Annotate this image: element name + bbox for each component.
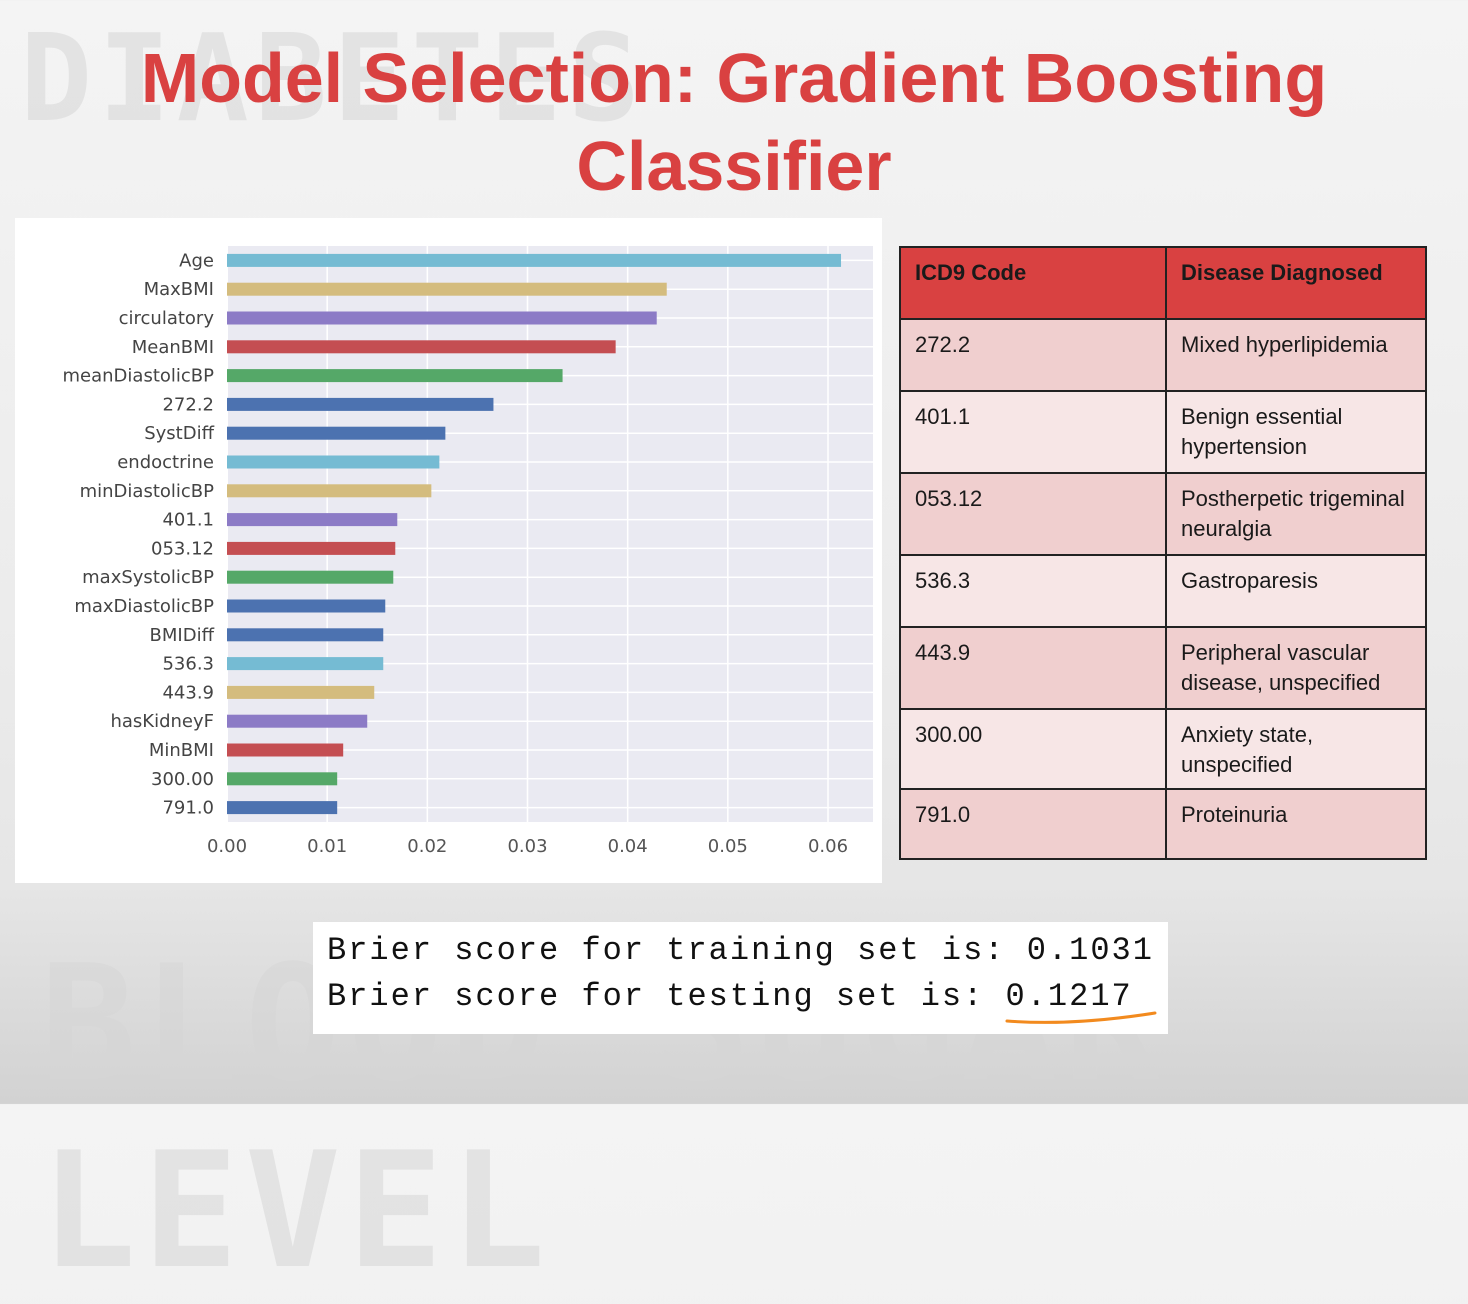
bar-401.1 [227,513,398,527]
bar-maxDiastolicBP [227,599,386,613]
y-tick-label: MeanBMI [132,337,214,358]
table-cell-disease: Benign essential hypertension [1165,390,1427,474]
y-tick-label: 300.00 [151,769,214,790]
bar-443.9 [227,685,375,699]
y-tick-label: BMIDiff [150,625,215,646]
table-row: 401.1 Benign essential hypertension [899,390,1427,474]
brier-score-box: Brier score for training set is: 0.1031 … [313,922,1168,1034]
bar-circulatory [227,311,657,325]
icd9-table: ICD9 Code Disease Diagnosed 272.2 Mixed … [899,246,1427,860]
table-row: 443.9 Peripheral vascular disease, unspe… [899,626,1427,710]
x-tick-label: 0.06 [808,836,848,857]
y-tick-label: 536.3 [162,654,214,675]
y-tick-label: MinBMI [149,740,214,761]
bar-272.2 [227,397,494,411]
x-tick-label: 0.02 [407,836,447,857]
bar-791.0 [227,801,338,815]
y-tick-label: maxSystolicBP [82,567,214,588]
table-header-disease: Disease Diagnosed [1165,246,1427,320]
y-tick-label: hasKidneyF [110,711,214,732]
feature-importance-chart: 0.00 0.01 0.02 0.03 0.04 0.05 0.06 Age MaxBMI cir… [63,246,873,857]
feature-importance-chart-panel: 0.00 0.01 0.02 0.03 0.04 0.05 0.06 Age MaxBMI cir… [15,218,882,883]
y-tick-label: maxDiastolicBP [74,596,214,617]
y-tick-label: 791.0 [162,798,214,819]
bar-hasKidneyF [227,714,368,728]
table-cell-disease: Proteinuria [1165,788,1427,860]
table-cell-disease: Peripheral vascular disease, unspecified [1165,626,1427,710]
bar-minDiastolicBP [227,484,432,498]
brier-testing-text: Brier score for testing set is: 0.1217 [327,978,1133,1015]
x-tick-label: 0.01 [307,836,347,857]
slide-title: Model Selection: Gradient Boosting Class… [0,34,1468,210]
bar-536.3 [227,657,384,671]
table-row: 536.3 Gastroparesis [899,554,1427,628]
bar-MeanBMI [227,340,616,354]
y-tick-label: circulatory [119,308,215,329]
y-tick-label: MaxBMI [144,279,214,300]
y-tick-label: endoctrine [117,452,214,473]
y-tick-label: 443.9 [162,682,214,703]
bar-meanDiastolicBP [227,369,563,383]
y-tick-label: Age [179,250,214,271]
bar-BMIDiff [227,628,384,642]
table-cell-code: 791.0 [899,788,1167,860]
y-tick-label: 401.1 [162,510,214,531]
table-row: 053.12 Postherpetic trigeminal neuralgia [899,472,1427,556]
table-cell-disease: Anxiety state, unspecified [1165,708,1427,790]
table-row: 300.00 Anxiety state, unspecified [899,708,1427,790]
y-tick-label: 053.12 [151,538,214,559]
y-tick-label: meanDiastolicBP [63,366,215,387]
table-cell-code: 300.00 [899,708,1167,790]
table-header-code: ICD9 Code [899,246,1167,320]
y-tick-label: 272.2 [162,394,214,415]
x-tick-label: 0.05 [708,836,748,857]
y-tick-label: SystDiff [144,423,214,444]
bar-Age [227,253,842,267]
x-tick-label: 0.00 [207,836,247,857]
bar-maxSystolicBP [227,570,394,584]
bar-MaxBMI [227,282,667,296]
bar-053.12 [227,541,396,555]
table-cell-code: 401.1 [899,390,1167,474]
slide-title-line-2: Classifier [576,127,892,205]
table-row: 791.0 Proteinuria [899,788,1427,860]
bar-MinBMI [227,743,344,757]
x-tick-label: 0.03 [507,836,547,857]
bar-300.00 [227,772,338,786]
slide-title-line-1: Model Selection: Gradient Boosting [140,39,1328,117]
x-tick-label: 0.04 [608,836,648,857]
table-row: 272.2 Mixed hyperlipidemia [899,318,1427,392]
table-cell-code: 536.3 [899,554,1167,628]
watermark-top: DIABETES [20,10,646,149]
brier-training-text: Brier score for training set is: 0.1031 [327,932,1154,969]
bar-SystDiff [227,426,446,440]
bar-endoctrine [227,455,440,469]
table-cell-code: 443.9 [899,626,1167,710]
plot-area [228,246,873,822]
table-cell-disease: Gastroparesis [1165,554,1427,628]
handwritten-underline [1005,1011,1157,1024]
table-cell-disease: Mixed hyperlipidemia [1165,318,1427,392]
table-cell-disease: Postherpetic trigeminal neuralgia [1165,472,1427,556]
table-cell-code: 272.2 [899,318,1167,392]
table-cell-code: 053.12 [899,472,1167,556]
y-tick-label: minDiastolicBP [80,481,215,502]
table-header-row: ICD9 Code Disease Diagnosed [899,246,1427,320]
